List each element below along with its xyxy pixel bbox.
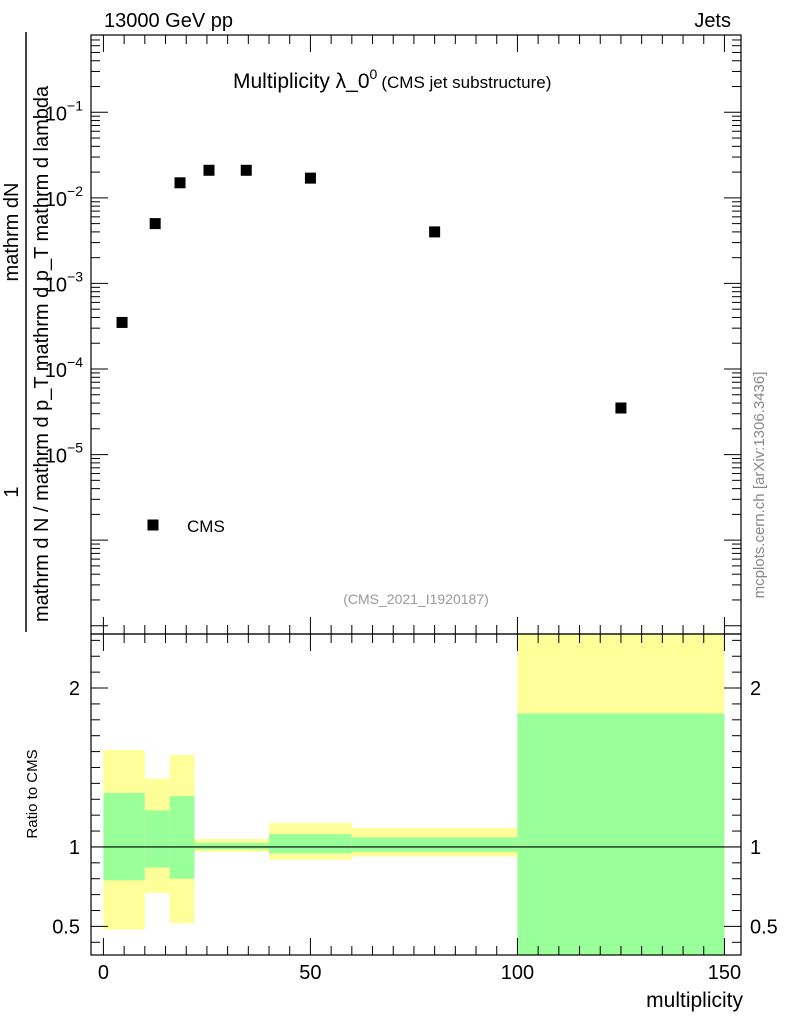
cms-data-point: [240, 164, 252, 176]
ratio-green-band-5: [351, 837, 518, 852]
ratio-plot-frame: [90, 633, 742, 956]
ratio-y-tick-label-left-0: 0.5: [52, 916, 80, 938]
y-label-denominator: mathrm d N / mathrm d p_T mathrm d p_T m…: [31, 85, 53, 622]
ratio-y-axis-label: Ratio to CMS: [24, 749, 41, 838]
ratio-green-band-3: [194, 842, 270, 850]
category-label: Jets: [694, 10, 731, 32]
analysis-id: (CMS_2021_I1920187): [343, 591, 489, 607]
ratio-green-band-2: [169, 796, 195, 879]
main-y-tick-label-3: 10−4: [45, 354, 83, 382]
legend-marker: [147, 519, 159, 531]
cms-data-point: [304, 172, 316, 184]
ratio-green-band-1: [144, 810, 170, 868]
ratio-green-band-6: [517, 713, 725, 955]
cms-data-point: [429, 226, 441, 238]
ratio-green-band-4: [269, 834, 352, 854]
main-y-axis-label: 1 mathrm dN mathrm d N / mathrm d p_T math…: [1, 32, 53, 632]
ratio-x-tick-label-0: 0: [98, 962, 109, 984]
energy-label: 13000 GeV pp: [104, 10, 233, 32]
cms-data-point: [174, 177, 186, 189]
ratio-y-tick-label-right-1: 1: [750, 837, 761, 859]
main-y-tick-label-1: 10−2: [45, 183, 83, 211]
ratio-y-tick-label-right-0: 0.5: [750, 916, 778, 938]
ratio-y-tick-label-left-1: 1: [69, 837, 80, 859]
ratio-x-tick-label-2: 100: [501, 962, 534, 984]
chart-title: Multiplicity λ_00 (CMS jet substructure): [233, 66, 551, 93]
mcplots-side-label: mcplots.cern.ch [arXiv:1306.3436]: [751, 372, 768, 599]
main-y-tick-label-0: 10−1: [45, 97, 83, 125]
ratio-x-tick-label-1: 50: [299, 962, 321, 984]
ratio-x-tick-label-3: 150: [708, 962, 741, 984]
x-axis-label: multiplicity: [646, 989, 743, 1012]
cms-data-point: [203, 164, 215, 176]
cms-data-point: [149, 218, 161, 230]
cms-data-point: [116, 316, 128, 328]
cms-data-point: [615, 402, 627, 414]
y-label-numerator-dN: mathrm dN: [1, 183, 23, 282]
ratio-y-tick-label-left-2: 2: [69, 678, 80, 700]
ratio-y-tick-label-right-2: 2: [750, 678, 761, 700]
y-label-numerator: 1: [1, 486, 23, 497]
main-y-tick-label-2: 10−3: [45, 268, 83, 296]
ratio-green-band-0: [103, 792, 145, 881]
legend-label: CMS: [187, 517, 225, 536]
main-plot-frame: [90, 34, 742, 635]
main-y-tick-label-4: 10−5: [45, 440, 83, 468]
